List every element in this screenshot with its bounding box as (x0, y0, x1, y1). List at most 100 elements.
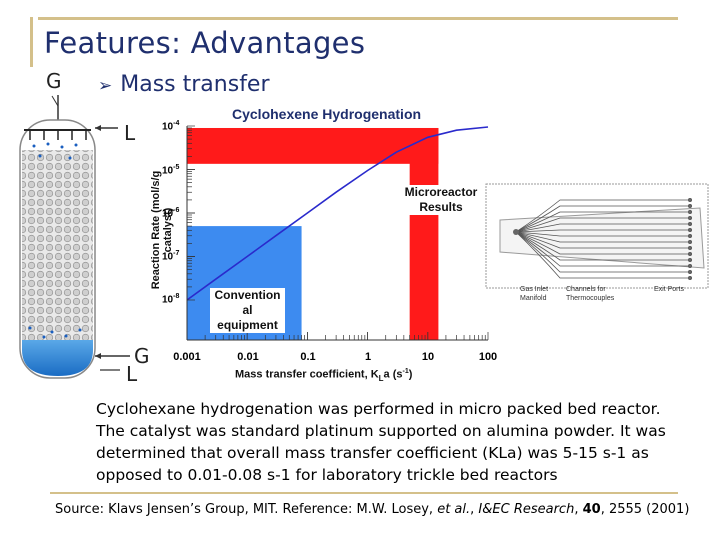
microreactor-region-horizontal (187, 127, 439, 164)
body-line: opposed to 0.01-0.08 s-1 for laboratory … (96, 466, 558, 484)
bullet-mass-transfer: ➢ Mass transfer (98, 72, 270, 97)
source-divider (50, 492, 678, 494)
series-line (186, 126, 489, 301)
y-tick-base: 10 (162, 121, 174, 133)
exit-port (688, 257, 693, 262)
exit-port (688, 203, 693, 208)
micro-channel (515, 217, 688, 233)
micro-channel (515, 231, 688, 273)
exit-port (688, 269, 693, 274)
y-tick-exp: -5 (173, 164, 180, 171)
source-comma: , (470, 502, 479, 517)
x-axis-label-end: ) (408, 368, 413, 381)
axis-minor-ticks (186, 125, 489, 340)
source-volume: 40 (582, 502, 601, 517)
y-tick-label: 10-7 (162, 250, 179, 262)
microreactor-device-diagram (485, 183, 709, 289)
conventional-equipment-label: Convention al equipment (210, 288, 285, 333)
body-line: Cyclohexane hydrogenation was performed … (96, 400, 661, 418)
x-tick-label: 0.001 (173, 351, 201, 363)
micro-channel (515, 231, 688, 261)
exit-ports-label: Exit Ports (654, 286, 684, 293)
body-line: The catalyst was standard platinum suppo… (96, 422, 666, 440)
micro-channel (515, 231, 688, 243)
exit-port (688, 251, 693, 256)
source-label: Source (55, 502, 100, 517)
y-tick-base: 10 (162, 251, 174, 263)
x-axis-label-sup: -1 (402, 368, 409, 375)
exit-port (688, 233, 693, 238)
micro-channel (515, 231, 688, 255)
micro-channel (515, 229, 688, 233)
source-rest: , 2555 (2001) (600, 502, 690, 517)
x-axis-label: Mass transfer coefficient, KLa (s-1) (235, 368, 412, 383)
microreactor-results-label: Microreactor Results (398, 185, 484, 215)
liquid-pool (22, 340, 93, 376)
y-tick-base: 10 (162, 208, 174, 220)
body-paragraph: Cyclohexane hydrogenation was performed … (96, 398, 696, 486)
micro-channel (515, 231, 688, 249)
exit-port (688, 227, 693, 232)
y-tick-exp: -6 (173, 207, 180, 214)
exit-port (688, 263, 693, 268)
reactor-gas-out-label: G (134, 344, 150, 368)
micro-channel (515, 231, 688, 237)
x-tick-label: 0.01 (237, 351, 259, 363)
slide-title: Features: Advantages (44, 26, 366, 60)
y-tick-label: 10-4 (162, 120, 179, 132)
exit-port (688, 275, 693, 280)
exit-port (688, 215, 693, 220)
reactor-liquid-in-label: L (124, 121, 136, 145)
packed-bed (22, 150, 93, 350)
micro-channel (515, 223, 688, 233)
microreactor-label-line: Results (419, 200, 463, 214)
micro-channel (515, 211, 688, 233)
x-axis-label-post: a (s (383, 368, 403, 381)
conventional-label-line: al (242, 303, 253, 317)
y-tick-exp: -7 (173, 250, 180, 257)
y-tick-base: 10 (162, 294, 174, 306)
micro-channel (515, 231, 688, 267)
micro-channel (515, 199, 688, 233)
micro-channel (515, 205, 688, 233)
left-frame-line (30, 17, 33, 67)
chart-title: Cyclohexene Hydrogenation (232, 106, 422, 122)
x-tick-label: 0.1 (300, 351, 316, 363)
y-tick-exp: -4 (173, 120, 180, 127)
y-tick-label: 10-6 (162, 207, 179, 219)
bullet-text: Mass transfer (120, 72, 270, 97)
conventional-label-line: equipment (217, 318, 278, 332)
conventional-label-line: Convention (214, 288, 281, 302)
x-axis-label-sub: L (378, 373, 384, 383)
channels-label-line1: Channels for (566, 286, 606, 293)
source-text: : Klavs Jensen’s Group, MIT. Reference: … (99, 502, 438, 517)
source-journal: I&EC Research (478, 502, 575, 517)
x-tick-label: 100 (478, 351, 498, 363)
exit-port (688, 197, 693, 202)
source-comma2: , (574, 502, 583, 517)
exit-port (688, 209, 693, 214)
x-tick-label: 10 (421, 351, 435, 363)
reactor-gas-in-label: G (46, 69, 62, 93)
source-citation: Source: Klavs Jensen’s Group, MIT. Refer… (55, 502, 689, 517)
micro-channel (515, 231, 688, 279)
y-tick-exp: -8 (173, 293, 180, 300)
exit-port (688, 245, 693, 250)
y-tick-label: 10-8 (162, 293, 179, 305)
channels-label-line2: Thermocouples (566, 295, 615, 302)
y-tick-base: 10 (162, 165, 174, 177)
top-frame-line (38, 17, 678, 20)
gas-inlet-label-line1: Gas Inlet (520, 286, 548, 293)
y-tick-label: 10-5 (162, 164, 179, 176)
source-etal: et al. (437, 502, 471, 517)
x-tick-label: 1 (364, 351, 372, 363)
exit-port (688, 239, 693, 244)
microreactor-label-line: Microreactor (404, 185, 478, 199)
body-line: determined that overall mass transfer co… (96, 444, 649, 462)
trickle-bed-reactor (19, 95, 130, 379)
gas-inlet-label-line2: Manifold (520, 295, 547, 302)
exit-port (688, 221, 693, 226)
x-axis-label-pre: Mass transfer coefficient, K (235, 368, 379, 381)
reactor-liquid-out-label: L (126, 362, 138, 386)
